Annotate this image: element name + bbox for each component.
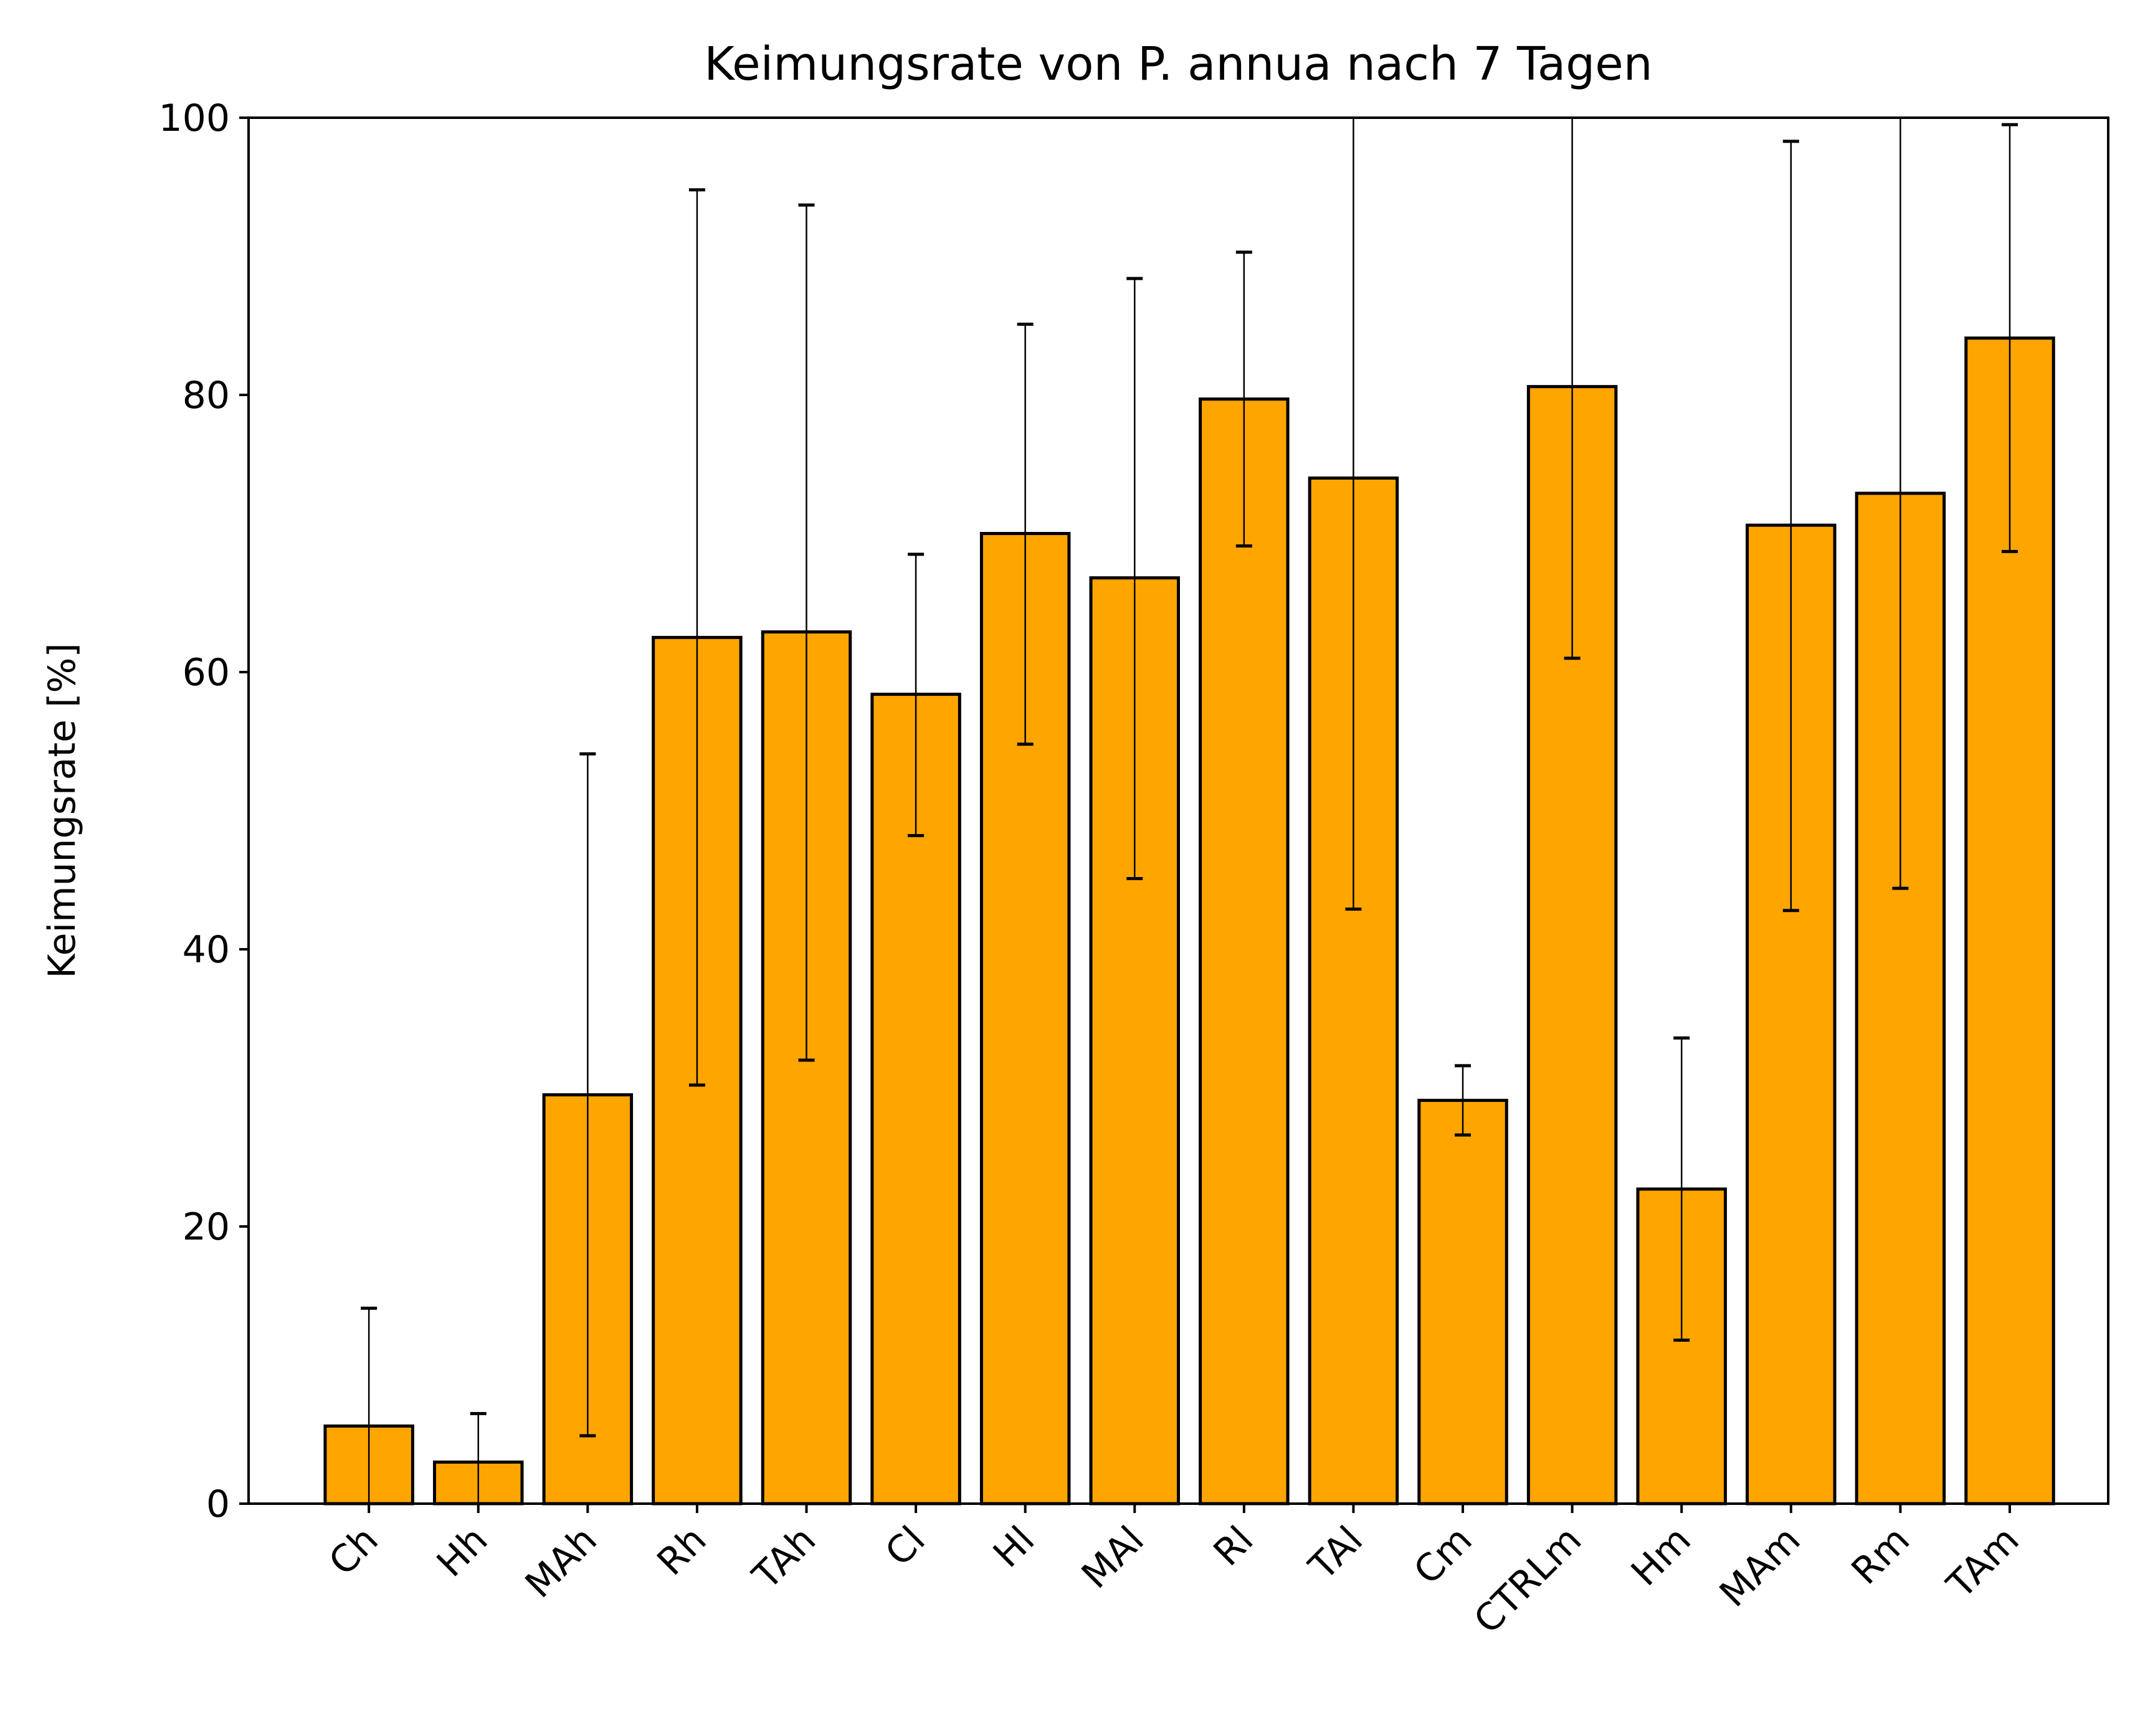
chart-title: Keimungsrate von P. annua nach 7 Tagen xyxy=(704,37,1652,91)
y-tick-label: 0 xyxy=(206,1482,230,1526)
y-tick-label: 80 xyxy=(183,374,230,417)
y-tick-label: 100 xyxy=(158,97,230,140)
x-tick-label-hh: Hh xyxy=(429,1518,496,1585)
error-bar-mal xyxy=(1126,277,1143,881)
error-bars-layer xyxy=(361,118,2018,1504)
x-tick-label-mam: MAm xyxy=(1711,1518,1809,1615)
error-bar-cl xyxy=(908,553,925,838)
y-axis: 0 20 40 60 80 100 xyxy=(158,97,249,1526)
error-bar-hl xyxy=(1017,323,1034,746)
x-tick-label-tam: TAm xyxy=(1938,1518,2027,1607)
error-bar-mam xyxy=(1782,140,1799,913)
y-tick-label: 40 xyxy=(183,928,230,972)
error-bar-rh xyxy=(688,188,705,1087)
x-tick-label-cm: Cm xyxy=(1405,1518,1480,1593)
error-bar-tah xyxy=(798,203,815,1062)
error-bar-tam xyxy=(2001,123,2018,553)
x-tick-label-ch: Ch xyxy=(321,1518,387,1584)
error-bar-tal xyxy=(1345,118,1362,911)
plot-area xyxy=(247,116,2109,1506)
x-tick-label-tah: TAh xyxy=(744,1518,824,1598)
x-tick-label-mal: MAl xyxy=(1073,1518,1153,1597)
x-tick-label-rm: Rm xyxy=(1843,1518,1918,1593)
error-bar-ctrlm xyxy=(1564,118,1581,660)
x-tick-label-mah: MAh xyxy=(517,1518,606,1606)
x-tick-label-rl: Rl xyxy=(1205,1518,1262,1575)
x-tick-label-tal: TAl xyxy=(1300,1518,1371,1589)
x-tick-label-cl: Cl xyxy=(877,1518,934,1575)
y-tick-label: 20 xyxy=(183,1205,230,1249)
x-tick-label-hm: Hm xyxy=(1623,1518,1700,1595)
error-bar-cm xyxy=(1455,1064,1472,1137)
bar-cm xyxy=(1417,1099,1508,1506)
error-bar-ch xyxy=(361,1306,378,1504)
x-tick-label-ctrlm: CTRLm xyxy=(1466,1518,1590,1642)
bars-layer xyxy=(323,336,2055,1506)
x-tick-label-hl: Hl xyxy=(985,1518,1043,1576)
error-bar-mah xyxy=(579,752,596,1438)
x-tick-label-rh: Rh xyxy=(649,1518,715,1584)
error-bar-hm xyxy=(1673,1036,1690,1342)
y-tick-label: 60 xyxy=(183,651,230,695)
error-bar-rm xyxy=(1892,118,1909,890)
error-bar-rl xyxy=(1235,250,1252,548)
bar-rl xyxy=(1199,397,1290,1506)
error-bar-hh xyxy=(470,1411,487,1504)
plot-frame xyxy=(247,116,2109,1505)
y-axis-label: Keimungsrate [%] xyxy=(40,643,84,979)
